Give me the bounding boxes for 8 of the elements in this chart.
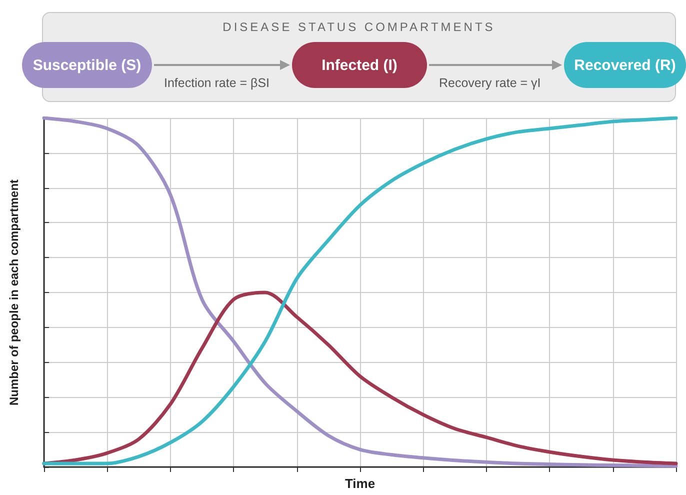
y-axis-title: Number of people in each compartment xyxy=(7,179,21,406)
text: Recovered (R) xyxy=(564,42,686,88)
text: Infected (I) xyxy=(292,42,427,88)
chart-title: DISEASE STATUS COMPARTMENTS xyxy=(222,20,496,34)
text: Susceptible (S) xyxy=(22,42,152,88)
text: Infection rate = βSI xyxy=(164,76,270,90)
text: Recovery rate = γI xyxy=(439,76,541,90)
x-axis-title: Time xyxy=(344,476,376,491)
